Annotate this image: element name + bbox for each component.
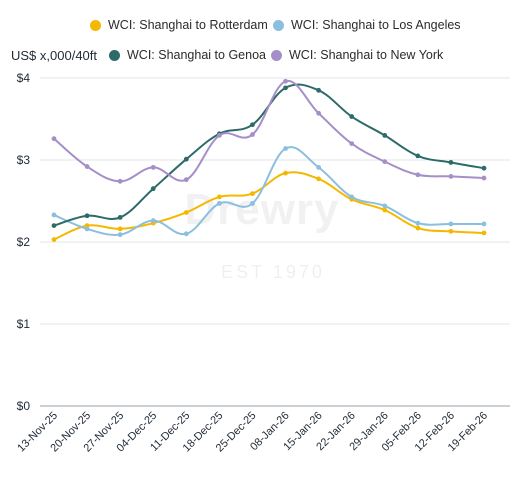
data-point[interactable]: [216, 201, 222, 206]
legend-label-rotterdam: WCI: Shanghai to Rotterdam: [108, 18, 268, 32]
legend-item-los-angeles[interactable]: WCI: Shanghai to Los Angeles: [273, 18, 461, 32]
data-point[interactable]: [283, 85, 288, 91]
data-point[interactable]: [316, 164, 322, 170]
data-point[interactable]: [481, 175, 487, 181]
data-point[interactable]: [316, 110, 322, 116]
legend-item-new-york[interactable]: WCI: Shanghai to New York: [271, 48, 443, 62]
legend-label-new-york: WCI: Shanghai to New York: [289, 48, 444, 62]
data-point[interactable]: [150, 164, 156, 170]
grid-lines: [40, 77, 510, 407]
data-point[interactable]: [283, 170, 288, 176]
data-point[interactable]: [84, 164, 90, 169]
series-shanghai-to-new-york: [51, 78, 487, 184]
data-point[interactable]: [250, 122, 255, 128]
legend-item-rotterdam[interactable]: WCI: Shanghai to Rotterdam: [90, 18, 268, 32]
data-point[interactable]: [382, 159, 388, 165]
data-point[interactable]: [117, 178, 123, 184]
data-point[interactable]: [316, 87, 322, 93]
data-point[interactable]: [448, 221, 454, 227]
y-axis-ticks: $0 $1 $2 $3 $4: [17, 71, 31, 413]
data-point[interactable]: [183, 177, 189, 183]
data-point[interactable]: [84, 223, 90, 229]
data-point[interactable]: [415, 172, 421, 178]
y-tick-label: $2: [17, 235, 31, 249]
legend-swatch-genoa: [109, 49, 120, 61]
legend-label-genoa: WCI: Shanghai to Genoa: [127, 48, 266, 62]
data-point[interactable]: [250, 201, 255, 206]
legend-swatch-rotterdam: [90, 19, 101, 31]
data-point[interactable]: [415, 153, 421, 159]
data-point[interactable]: [448, 174, 454, 179]
series-shanghai-to-rotterdam: [51, 170, 487, 242]
y-tick-label: $1: [17, 317, 31, 331]
data-point[interactable]: [448, 160, 454, 165]
y-axis-label: US$ x,000/40ft: [11, 48, 97, 63]
data-point[interactable]: [415, 220, 421, 226]
data-point[interactable]: [349, 114, 355, 119]
legend-item-genoa[interactable]: WCI: Shanghai to Genoa: [109, 48, 266, 62]
data-point[interactable]: [283, 78, 288, 84]
data-point[interactable]: [117, 232, 123, 238]
watermark-logo-text: Drewry: [184, 185, 339, 234]
data-point[interactable]: [216, 194, 222, 200]
data-point[interactable]: [349, 194, 355, 200]
data-point[interactable]: [250, 132, 255, 137]
data-point[interactable]: [51, 237, 57, 242]
data-point[interactable]: [183, 156, 189, 162]
drewry-watermark: Drewry EST 1970: [184, 185, 339, 282]
data-point[interactable]: [382, 133, 388, 138]
data-point[interactable]: [316, 176, 322, 182]
data-point[interactable]: [349, 141, 355, 147]
data-point[interactable]: [84, 213, 90, 219]
legend-label-los-angeles: WCI: Shanghai to Los Angeles: [291, 18, 461, 32]
data-point[interactable]: [183, 210, 189, 215]
x-axis-ticks: 13-Nov-2520-Nov-2527-Nov-2504-Dec-2511-D…: [15, 410, 490, 455]
y-tick-label: $0: [17, 399, 31, 413]
watermark-subtext: EST 1970: [221, 262, 325, 282]
legend-swatch-los-angeles: [273, 19, 284, 31]
series-line[interactable]: [53, 80, 485, 183]
series-line[interactable]: [53, 171, 485, 241]
data-point[interactable]: [250, 191, 255, 197]
data-point[interactable]: [51, 212, 57, 218]
y-tick-label: $4: [17, 71, 31, 85]
legend-swatch-new-york: [271, 49, 282, 61]
data-point[interactable]: [283, 146, 288, 151]
data-point[interactable]: [150, 218, 156, 224]
series-lines: [51, 78, 487, 242]
data-point[interactable]: [216, 133, 222, 138]
data-point[interactable]: [51, 136, 57, 142]
data-point[interactable]: [481, 165, 487, 171]
data-point[interactable]: [117, 215, 123, 220]
data-point[interactable]: [183, 231, 189, 237]
data-point[interactable]: [150, 186, 156, 192]
data-point[interactable]: [481, 221, 487, 227]
data-point[interactable]: [117, 226, 123, 232]
data-point[interactable]: [415, 225, 421, 231]
series-line[interactable]: [53, 146, 485, 236]
series-shanghai-to-los-angeles: [51, 146, 487, 238]
data-point[interactable]: [84, 226, 90, 232]
data-point[interactable]: [382, 207, 388, 213]
data-point[interactable]: [481, 230, 487, 236]
data-point[interactable]: [51, 223, 57, 229]
chart-legend: WCI: Shanghai to Rotterdam WCI: Shanghai…: [0, 14, 524, 78]
data-point[interactable]: [382, 203, 388, 209]
y-tick-label: $3: [17, 153, 31, 167]
data-point[interactable]: [448, 228, 454, 234]
